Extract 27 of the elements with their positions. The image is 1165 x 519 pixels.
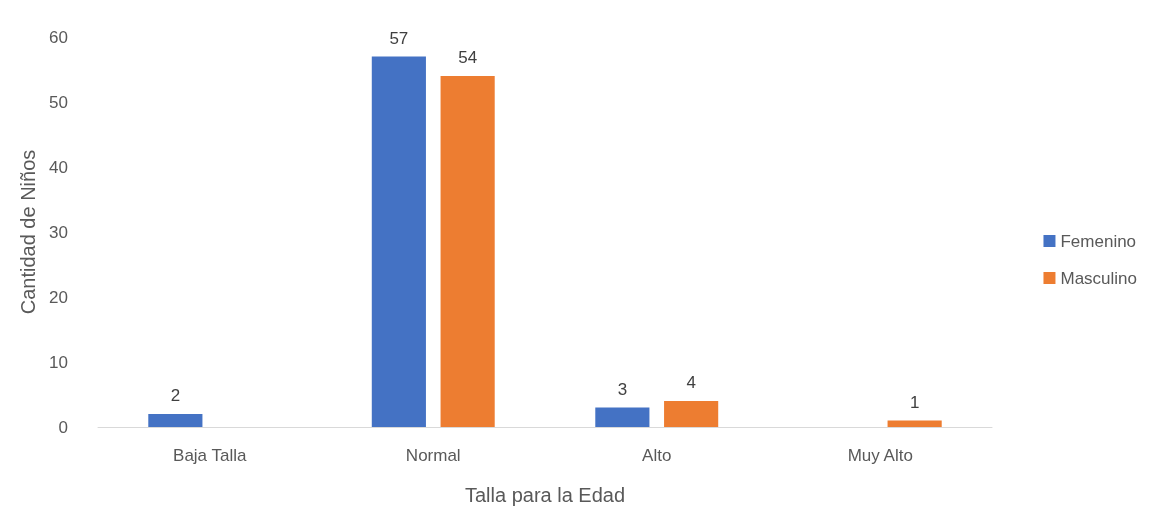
- y-tick-label: 30: [49, 222, 68, 242]
- y-tick-label: 10: [49, 352, 68, 372]
- data-label: 3: [617, 379, 628, 399]
- bar: [887, 420, 942, 427]
- x-tick-label: Muy Alto: [847, 446, 913, 465]
- y-tick-label: 20: [49, 287, 68, 307]
- x-tick-label: Alto: [642, 446, 672, 465]
- y-tick-label: 40: [49, 157, 68, 177]
- y-tick-label: 50: [49, 92, 68, 112]
- y-tick-label: 60: [49, 27, 68, 47]
- data-label: 2: [170, 386, 181, 405]
- bar: [148, 414, 203, 427]
- data-label: 4: [686, 373, 696, 392]
- bar: [664, 401, 719, 427]
- legend-label: Femenino: [1060, 231, 1137, 251]
- bar: [440, 76, 495, 427]
- data-label: 54: [458, 48, 478, 67]
- y-axis-title: Cantidad de Niños: [17, 149, 40, 315]
- bar: [595, 407, 650, 427]
- x-tick-label: Normal: [405, 446, 461, 465]
- data-label: 1: [909, 392, 920, 412]
- bar: [371, 56, 426, 427]
- x-tick-label: Baja Talla: [173, 446, 247, 465]
- data-label: 57: [389, 28, 409, 48]
- y-tick-label: 0: [58, 417, 68, 437]
- legend-label: Masculino: [1060, 268, 1138, 288]
- x-axis-title: Talla para la Edad: [464, 484, 626, 506]
